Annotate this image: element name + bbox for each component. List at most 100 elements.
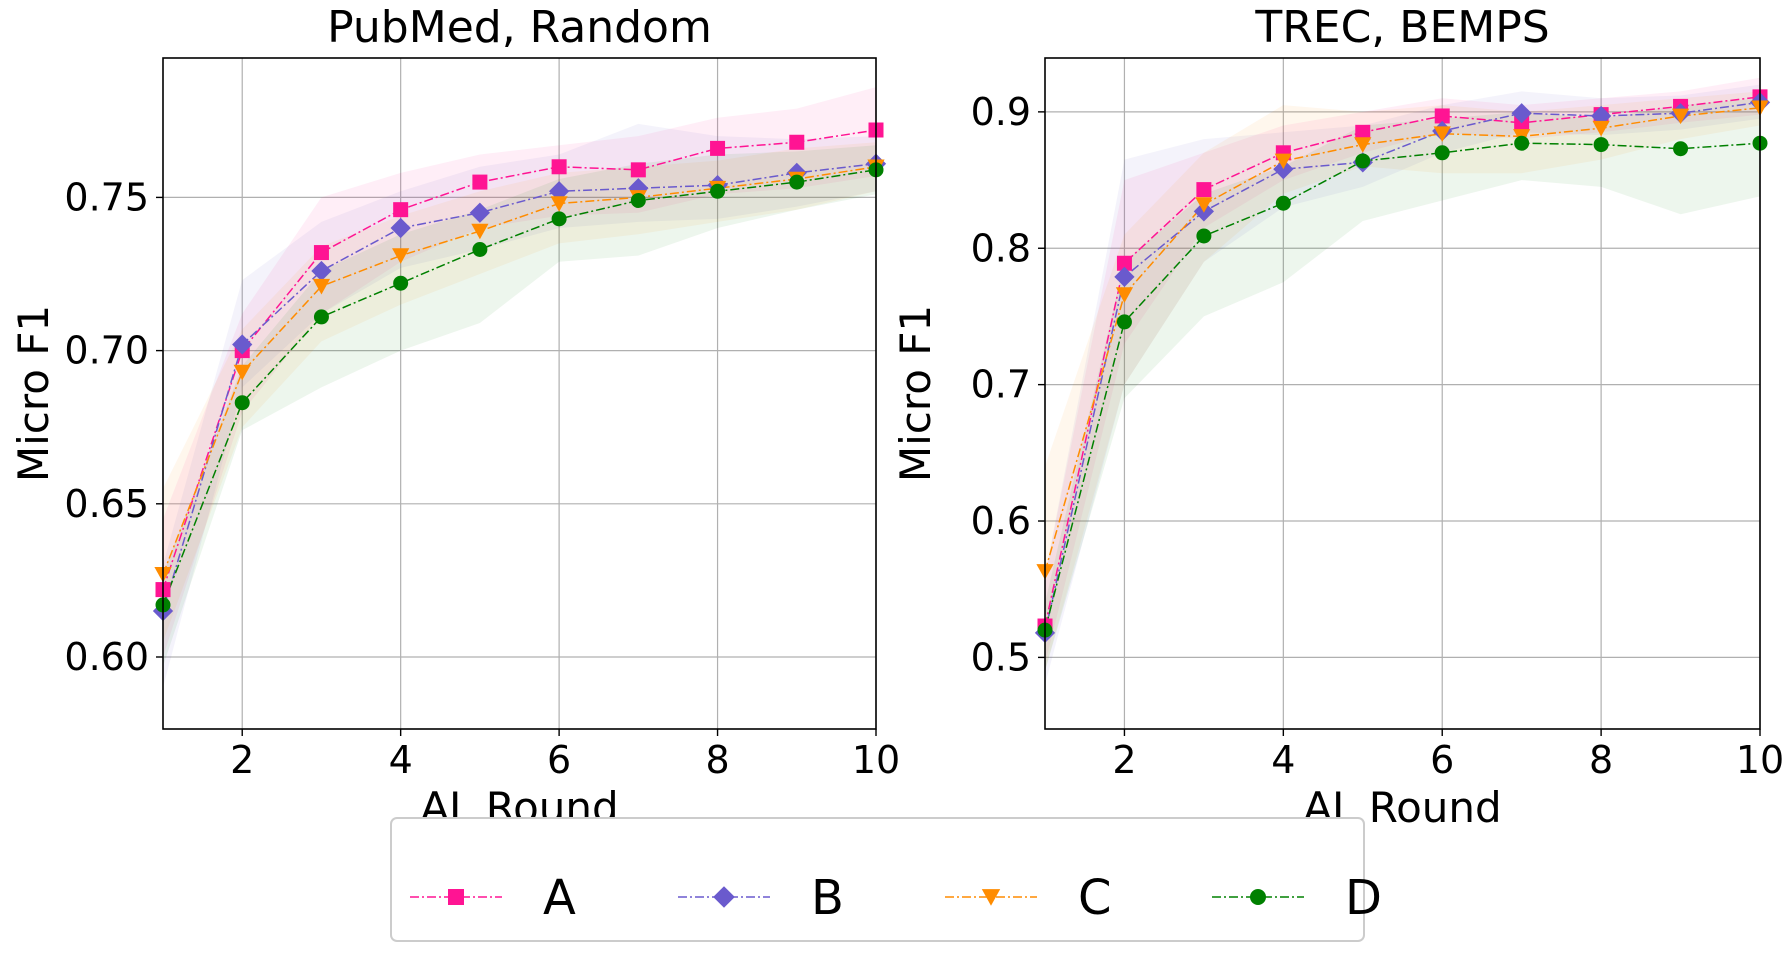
data-point-a — [789, 134, 805, 150]
y-tick-label: 0.60 — [64, 635, 149, 679]
data-point-d — [1514, 135, 1530, 151]
data-point-c — [471, 223, 489, 240]
x-tick-label: 10 — [1736, 738, 1784, 782]
y-tick-label: 0.70 — [64, 329, 149, 373]
data-point-a — [551, 159, 567, 175]
data-point-c — [1274, 153, 1292, 170]
y-tick-label: 0.5 — [971, 635, 1031, 679]
data-point-a — [393, 202, 409, 218]
data-point-c — [392, 248, 410, 264]
data-point-c — [1671, 108, 1690, 125]
x-tick-label: 6 — [547, 738, 571, 782]
data-point-c — [1115, 287, 1134, 303]
data-point-d — [710, 183, 726, 199]
data-point-c — [233, 364, 251, 381]
data-point-d — [1593, 137, 1609, 153]
confidence-band-a — [163, 87, 876, 658]
data-point-c — [550, 196, 568, 212]
legend-item-c: C — [945, 870, 1112, 926]
data-point-d — [393, 275, 409, 291]
data-point-d — [1434, 145, 1450, 161]
data-point-b — [311, 260, 332, 282]
data-point-b — [469, 202, 491, 223]
legend-label: B — [811, 870, 844, 926]
data-point-c — [312, 278, 331, 295]
x-tick-label: 6 — [1430, 738, 1454, 782]
data-point-d — [551, 211, 567, 227]
y-tick-label: 0.8 — [971, 226, 1031, 270]
data-point-b — [232, 334, 253, 355]
data-point-c — [1433, 126, 1451, 142]
confidence-band-c — [1045, 91, 1760, 671]
series-line-a — [163, 129, 876, 590]
chart-title: PubMed, Random — [327, 2, 712, 53]
x-tick-label: 4 — [389, 738, 413, 782]
data-point-d — [630, 192, 646, 208]
legend-item-a: A — [410, 870, 576, 926]
data-point-a — [1434, 108, 1450, 124]
legend-item-d: D — [1212, 870, 1382, 926]
data-point-a — [313, 245, 329, 261]
legend: A B C D — [390, 817, 1382, 942]
data-point-d — [1116, 314, 1132, 330]
data-point-d — [472, 241, 488, 257]
x-tick-label: 8 — [1589, 738, 1613, 782]
data-point-c — [1592, 120, 1610, 137]
x-tick-label: 8 — [705, 738, 729, 782]
confidence-band-d — [163, 145, 876, 667]
data-point-d — [1355, 153, 1371, 169]
x-tick-label: 10 — [852, 738, 900, 782]
series-line-b — [163, 162, 876, 612]
data-point-d — [234, 395, 250, 411]
data-point-a — [1196, 182, 1212, 198]
plot-area — [163, 87, 876, 688]
y-tick-label: 0.75 — [64, 175, 149, 219]
data-point-a — [630, 162, 646, 178]
y-tick-label: 0.6 — [971, 499, 1031, 543]
data-point-c — [1354, 137, 1372, 153]
legend-item-b: B — [678, 870, 844, 926]
confidence-band-b — [1045, 84, 1760, 685]
data-point-d — [313, 309, 329, 325]
legend-marker — [448, 889, 464, 905]
data-point-b — [1114, 266, 1135, 288]
y-tick-label: 0.65 — [64, 482, 149, 526]
confidence-band-b — [163, 123, 876, 688]
x-tick-label: 4 — [1271, 738, 1295, 782]
legend-marker — [1250, 889, 1266, 905]
data-point-d — [1196, 228, 1212, 244]
y-axis-label: Micro F1 — [9, 305, 58, 482]
legend-label: C — [1078, 870, 1112, 926]
series-line-d — [1045, 142, 1760, 631]
y-tick-label: 0.9 — [971, 90, 1031, 134]
y-axis-label: Micro F1 — [891, 305, 940, 482]
data-point-b — [1511, 103, 1532, 124]
data-point-d — [1275, 195, 1291, 211]
legend-label: A — [543, 870, 576, 926]
chart-title: TREC, BEMPS — [1254, 2, 1549, 53]
data-point-a — [710, 140, 726, 156]
data-point-a — [1355, 124, 1371, 140]
legend-frame — [390, 817, 1365, 942]
axes-frame — [1044, 57, 1761, 730]
data-point-c — [1195, 197, 1213, 213]
data-point-a — [472, 174, 488, 190]
data-point-d — [789, 174, 805, 190]
axes-frame — [162, 57, 877, 730]
series-line-c — [1045, 107, 1760, 572]
series-line-b — [1045, 101, 1760, 634]
series-line-a — [1045, 96, 1760, 627]
x-tick-label: 2 — [1112, 738, 1136, 782]
x-tick-label: 2 — [230, 738, 254, 782]
data-point-a — [1116, 255, 1132, 271]
legend-marker — [981, 889, 1001, 906]
data-point-b — [390, 217, 411, 239]
plot-area — [1045, 77, 1760, 685]
confidence-band-d — [1045, 98, 1760, 671]
data-point-d — [1673, 141, 1689, 157]
series-line-c — [163, 166, 876, 575]
